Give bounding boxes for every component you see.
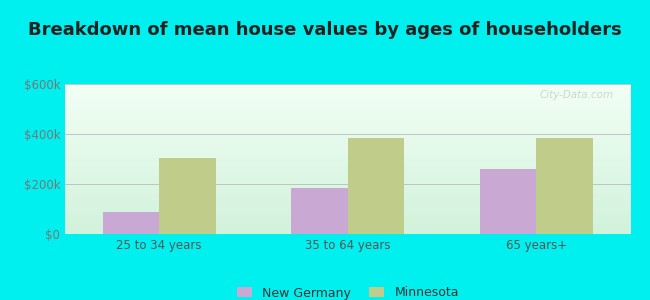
Bar [291,188,348,234]
Bar [536,138,593,234]
Bar [348,138,404,234]
Bar [103,212,159,234]
Text: City-Data.com: City-Data.com [540,90,614,100]
Legend: New Germany, Minnesota: New Germany, Minnesota [231,280,465,300]
Bar [159,158,216,234]
Bar [480,169,536,234]
Text: Breakdown of mean house values by ages of householders: Breakdown of mean house values by ages o… [28,21,622,39]
